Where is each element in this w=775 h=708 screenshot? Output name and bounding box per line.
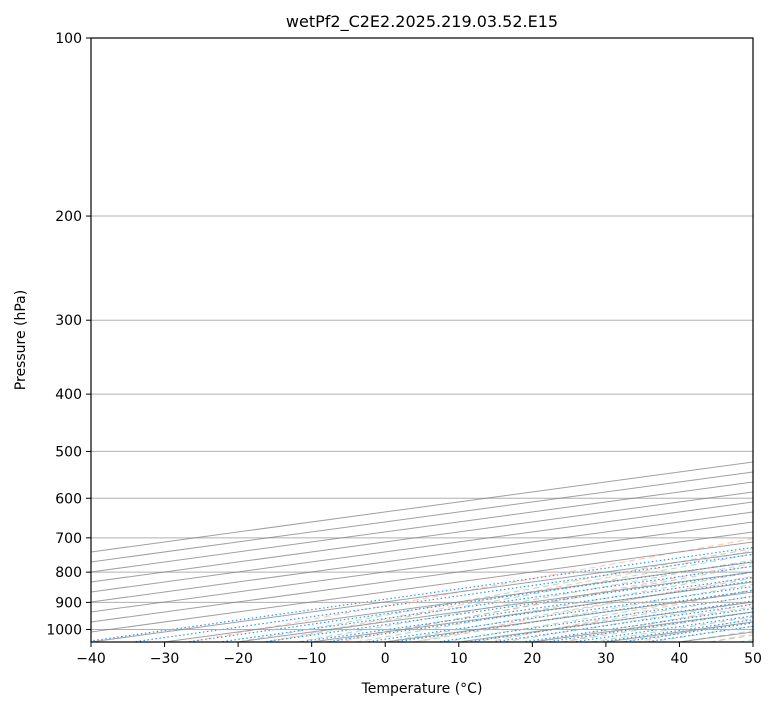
y-tick-label: 200 bbox=[55, 209, 82, 225]
isotherm-line bbox=[749, 641, 753, 642]
y-tick-label: 300 bbox=[55, 313, 82, 329]
moist-adiabat-line bbox=[502, 601, 753, 642]
x-tick-label: −40 bbox=[76, 651, 106, 667]
mixing-ratio-line bbox=[91, 546, 753, 642]
y-tick-label: 100 bbox=[55, 31, 82, 47]
x-tick-label: −30 bbox=[150, 651, 180, 667]
moist-adiabat-line bbox=[738, 639, 753, 642]
dry-adiabats bbox=[186, 538, 753, 642]
x-tick-label: 50 bbox=[744, 651, 762, 667]
moist-adiabat-line bbox=[414, 583, 753, 642]
mixing-ratio-line bbox=[215, 565, 753, 642]
moist-adiabat-line bbox=[326, 565, 753, 642]
isotherm-line bbox=[91, 501, 753, 593]
y-tick-label: 400 bbox=[55, 387, 82, 403]
moist-adiabat-line bbox=[708, 634, 753, 642]
x-tick-label: 10 bbox=[450, 651, 468, 667]
isotherm-label: 40 bbox=[753, 618, 773, 638]
x-axis-label: Temperature (°C) bbox=[361, 681, 483, 697]
dry-adiabat-line bbox=[410, 575, 753, 642]
mixing-ratio-line bbox=[182, 561, 753, 642]
isotherm-line bbox=[91, 551, 753, 642]
moist-adiabat-line bbox=[385, 577, 753, 642]
isotherm-line bbox=[91, 511, 753, 603]
chart-title: wetPf2_C2E2.2025.219.03.52.E15 bbox=[286, 12, 558, 32]
x-axis-ticks: −40 −30 −20 −10 0 10 20 30 40 50 bbox=[76, 642, 762, 667]
y-tick-label: 800 bbox=[55, 565, 82, 581]
y-axis-ticks: 100 200 300 400 500 600 700 800 900 1000 bbox=[46, 31, 91, 638]
x-tick-label: −20 bbox=[223, 651, 253, 667]
x-tick-label: 30 bbox=[597, 651, 615, 667]
moist-adiabat-line bbox=[532, 606, 753, 642]
mixing-ratio-line bbox=[129, 553, 753, 642]
moist-adiabat-line bbox=[355, 571, 753, 642]
moist-adiabat-line bbox=[267, 553, 753, 642]
mixing-ratio-line bbox=[596, 619, 753, 642]
moist-adiabat-line bbox=[620, 621, 753, 642]
mixing-ratio-line bbox=[569, 615, 753, 642]
isopleth-labels: 0.10.20.40.611.52346810131620253036-100-… bbox=[753, 618, 773, 638]
x-tick-label: −10 bbox=[297, 651, 327, 667]
moist-adiabat-line bbox=[473, 595, 753, 642]
mixing-ratio-line bbox=[259, 571, 753, 642]
isotherm-line bbox=[91, 531, 753, 623]
mixing-ratio-line bbox=[432, 595, 753, 642]
moist-adiabat-line bbox=[649, 625, 753, 642]
isotherm-line bbox=[675, 631, 753, 642]
moist-adiabat-line bbox=[238, 547, 753, 642]
mixing-ratio-line bbox=[390, 589, 753, 642]
y-tick-label: 900 bbox=[55, 595, 82, 611]
isotherms bbox=[91, 461, 753, 642]
pressure-gridlines bbox=[91, 38, 753, 630]
y-tick-label: 600 bbox=[55, 491, 82, 507]
x-tick-label: 0 bbox=[381, 651, 390, 667]
isotherm-line bbox=[91, 461, 753, 553]
mixing-ratio-line bbox=[488, 603, 753, 642]
isotherm-line bbox=[381, 591, 753, 642]
mixing-ratio-line bbox=[322, 580, 753, 642]
isotherm-line bbox=[91, 471, 753, 563]
dry-adiabat-line bbox=[261, 550, 753, 642]
y-tick-label: 500 bbox=[55, 444, 82, 460]
y-axis-label: Pressure (hPa) bbox=[13, 290, 29, 390]
mixing-ratio-lines bbox=[91, 546, 753, 642]
x-tick-label: 40 bbox=[671, 651, 689, 667]
dry-adiabat-line bbox=[186, 538, 753, 642]
isotherm-line bbox=[234, 571, 753, 642]
x-tick-label: 20 bbox=[523, 651, 541, 667]
isotherm-line bbox=[91, 491, 753, 583]
isotherm-line bbox=[91, 521, 753, 613]
y-tick-label: 1000 bbox=[46, 622, 82, 638]
plot-frame bbox=[90, 37, 754, 643]
mixing-ratio-line bbox=[518, 607, 753, 642]
plot-area: 0.10.20.40.611.52346810131620253036-100-… bbox=[91, 38, 773, 642]
moist-adiabat-line bbox=[561, 611, 753, 642]
isotherm-line bbox=[91, 481, 753, 573]
y-tick-label: 700 bbox=[55, 531, 82, 547]
mixing-ratio-line bbox=[542, 611, 753, 642]
